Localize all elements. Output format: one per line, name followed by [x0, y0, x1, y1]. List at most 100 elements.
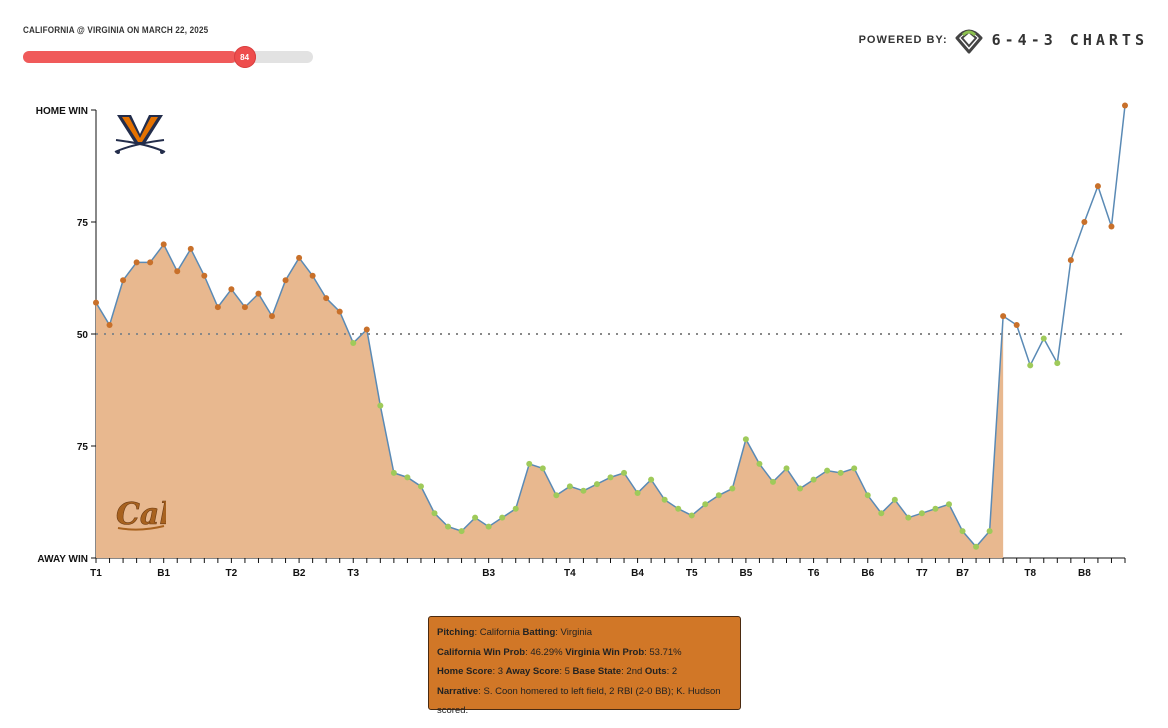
x-tick-label: B1 [157, 568, 170, 579]
data-point [1094, 183, 1101, 190]
data-point [106, 322, 113, 329]
y-tick-label: 75 [77, 442, 89, 453]
brand-name: 6-4-3 CHARTS [991, 31, 1148, 49]
virginia-logo [114, 115, 166, 154]
data-point [945, 501, 952, 508]
data-point [580, 487, 587, 494]
x-tick-label: B2 [293, 568, 306, 579]
data-point [593, 481, 600, 488]
data-point [323, 295, 330, 302]
win-probability-area [96, 244, 1004, 558]
y-tick-label: 75 [77, 218, 89, 229]
x-tick-label: B4 [631, 568, 644, 579]
data-point [269, 313, 276, 320]
data-point [187, 245, 194, 252]
powered-by-label: POWERED BY: [858, 34, 948, 46]
y-tick-label: HOME WIN [36, 106, 88, 117]
home-score-label: Home Score [437, 666, 493, 677]
data-point [93, 299, 99, 306]
data-point [756, 460, 763, 467]
y-tick-label: AWAY WIN [37, 554, 88, 565]
narrative-label: Narrative [437, 685, 479, 697]
x-tick-label: T4 [564, 568, 576, 579]
data-point [1067, 257, 1074, 264]
data-point [783, 465, 790, 472]
x-tick-label: B7 [956, 568, 969, 579]
data-point [363, 326, 370, 333]
data-point [526, 460, 533, 467]
data-point [1040, 335, 1047, 342]
data-point [472, 514, 479, 521]
data-point [973, 543, 980, 550]
data-point [120, 277, 127, 284]
data-point [553, 492, 560, 499]
x-tick-label: B5 [739, 568, 752, 579]
info-line-narrative: Narrative: S. Coon homered to left field… [437, 682, 732, 721]
data-point [1081, 219, 1088, 225]
data-point [458, 528, 465, 535]
outs-label: Outs [644, 666, 667, 677]
data-point [445, 523, 452, 530]
away-score-value: : 5 [559, 666, 573, 677]
slider-handle[interactable]: 84 [233, 46, 256, 68]
data-point [1054, 360, 1061, 367]
data-point [1013, 322, 1020, 329]
play-slider[interactable]: 84 [23, 46, 313, 68]
data-point [417, 483, 424, 490]
outs-value: : 2 [666, 666, 678, 677]
info-line-probability: California Win Prob: 46.29% Virginia Win… [437, 643, 732, 663]
home-score-value: : 3 [492, 666, 506, 677]
x-tick-label: T5 [686, 568, 698, 579]
data-point [350, 339, 357, 346]
away-prob-label: California Win Prob [437, 646, 526, 658]
data-point [539, 465, 546, 472]
data-point [797, 485, 804, 492]
data-point [918, 510, 925, 517]
data-point [661, 496, 668, 503]
data-point [512, 505, 519, 512]
data-point [837, 469, 844, 476]
play-info-panel: Pitching: California Batting: Virginia C… [428, 616, 741, 716]
pitching-label: Pitching [437, 627, 475, 638]
slider-fill [23, 51, 237, 63]
data-point [160, 241, 167, 248]
data-point [431, 510, 438, 517]
data-point [648, 476, 655, 483]
data-point [1122, 102, 1128, 109]
data-point [404, 474, 411, 481]
batting-label: Batting [522, 627, 556, 638]
data-point [891, 496, 898, 503]
cal-logo: Cal [114, 488, 171, 534]
x-tick-label: T6 [808, 568, 820, 579]
game-title: CALIFORNIA @ VIRGINIA ON MARCH 22, 2025 [23, 25, 209, 35]
data-point [702, 501, 709, 508]
x-tick-label: B6 [861, 568, 874, 579]
data-point [769, 478, 776, 485]
data-point [309, 272, 316, 279]
x-tick-label: T8 [1024, 568, 1036, 579]
data-point [742, 436, 749, 443]
data-point [810, 476, 817, 483]
data-point [282, 277, 289, 284]
info-line-pitching: Pitching: California Batting: Virginia [437, 623, 732, 643]
data-point [905, 514, 912, 521]
data-point [241, 304, 248, 311]
data-point [824, 467, 831, 474]
data-point [336, 308, 343, 315]
data-point [174, 268, 181, 275]
data-point [133, 259, 140, 266]
data-point [932, 505, 939, 512]
data-point [228, 286, 235, 293]
data-point [959, 528, 966, 535]
data-point [607, 474, 614, 481]
data-point [566, 483, 573, 490]
data-point [255, 290, 262, 297]
home-prob-value: : 53.71% [644, 646, 682, 658]
data-point [377, 402, 384, 409]
base-state-label: Base State [572, 666, 622, 677]
info-line-score: Home Score: 3 Away Score: 5 Base State: … [437, 662, 732, 682]
home-prob-label: Virginia Win Prob [565, 646, 645, 658]
data-point [214, 304, 221, 311]
data-point [1027, 362, 1034, 369]
